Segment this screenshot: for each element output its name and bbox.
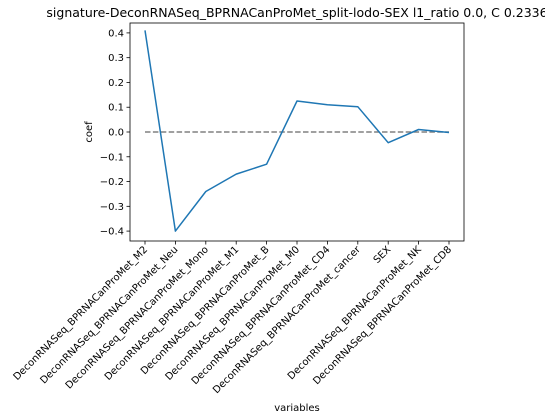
data-point [144,29,146,31]
data-point [266,163,268,165]
y-axis-label: coef [84,121,95,143]
y-tick-label: 0.1 [108,103,124,114]
y-tick-label: 0.0 [108,128,124,139]
data-point [205,190,207,192]
y-tick-label: 0.4 [108,28,124,39]
data-point [296,100,298,102]
y-tick-label: −0.4 [100,227,124,238]
y-tick-label: 0.3 [108,53,124,64]
y-tick-label: −0.2 [100,177,124,188]
x-tick-label: DeconRNASeq_BPRNACanProMet_Neu [38,244,180,386]
data-point [418,129,420,131]
plot-area: 0.4 0.3 0.2 0.1 0.0 −0.1 −0.2 −0.3 −0.4 DeconRNAS… [12,22,465,396]
y-tick-label: 0.2 [108,78,124,89]
data-point [357,106,359,108]
data-point [235,173,237,175]
x-tick-label: SEX [372,244,394,266]
x-tick-label: DeconRNASeq_BPRNACanProMet_Mono [64,244,211,391]
y-tick-label: −0.3 [100,202,124,213]
data-point [174,230,176,232]
y-tick-label: −0.1 [100,152,124,163]
coef-series-line [144,30,450,232]
data-point [387,142,389,144]
data-point [326,104,328,106]
data-point [448,131,450,133]
x-axis-label: variables [274,403,320,414]
chart-title: signature-DeconRNASeq_BPRNACanProMet_spl… [46,5,545,20]
